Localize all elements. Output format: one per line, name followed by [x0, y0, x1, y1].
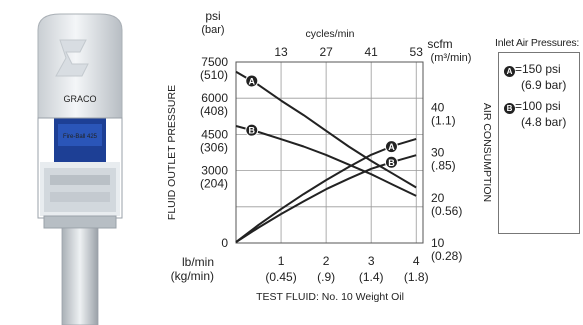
right-tick-alt: (1.1)	[431, 113, 456, 127]
left-tick-alt: (204)	[200, 177, 228, 191]
left-tick-alt: (306)	[200, 140, 228, 154]
legend-title: Inlet Air Pressures:	[495, 37, 580, 49]
x-tick-alt: (.9)	[317, 270, 335, 284]
x-tick-label: 3	[368, 254, 375, 268]
x-tick-alt: (0.45)	[265, 270, 296, 284]
top-tick-label: 27	[319, 45, 333, 59]
left-tick-label: 7500	[201, 55, 228, 69]
x-tick-alt: (1.8)	[404, 270, 429, 284]
curve-marker-label: A	[249, 76, 256, 86]
left-axis-unit-alt: (bar)	[201, 24, 224, 36]
right-tick-label: 20	[431, 191, 445, 205]
curve-marker-label: B	[249, 126, 256, 136]
left-tick-alt: (510)	[200, 68, 228, 82]
left-tick-label: 6000	[201, 91, 228, 105]
curve-marker-label: A	[388, 142, 395, 152]
right-tick-label: 10	[431, 236, 445, 250]
legend-item-a-label: =150 psi	[515, 62, 561, 76]
legend-item-b-label: =100 psi	[515, 99, 561, 113]
right-axis-title: AIR CONSUMPTION	[481, 103, 493, 202]
top-tick-label: 53	[410, 45, 424, 59]
curve-marker-label: B	[388, 158, 395, 168]
pump-tube	[61, 227, 99, 325]
curve-marker-b-icon	[245, 123, 259, 137]
pump-brand-text: GRACO	[63, 94, 96, 104]
left-tick-label: 4500	[201, 127, 228, 141]
right-tick-alt: (0.28)	[431, 249, 462, 263]
right-axis-unit: scfm	[427, 37, 452, 51]
badge-a-icon: A	[504, 66, 515, 77]
curve-marker-a-icon	[245, 74, 259, 88]
top-tick-label: 41	[365, 45, 379, 59]
right-tick-label: 40	[431, 100, 445, 114]
x-tick-label: 1	[278, 254, 285, 268]
x-unit-label-alt: (kg/min)	[171, 269, 214, 283]
legend-item-b: B =100 psi	[504, 100, 561, 114]
plot-frame	[235, 61, 424, 244]
left-tick-alt: (408)	[200, 104, 228, 118]
graco-logo-icon	[55, 39, 89, 77]
series-a-pressure-line	[235, 70, 417, 189]
right-axis-unit-alt: (m³/min)	[431, 52, 472, 64]
left-tick-label: 3000	[201, 164, 228, 178]
right-tick-alt: (0.56)	[431, 204, 462, 218]
series-b-pressure-line	[235, 125, 417, 197]
chart-labels: psi(bar) 0 3000(204) 4500(306) 6000(408) 7500…	[166, 9, 493, 303]
x-tick-alt: (1.4)	[359, 270, 384, 284]
badge-b-icon: B	[504, 103, 515, 114]
left-axis-unit: psi	[205, 9, 220, 23]
x-tick-label: 4	[413, 254, 420, 268]
left-axis-title: FLUID OUTLET PRESSURE	[166, 85, 178, 220]
x-axis-title: TEST FLUID: No. 10 Weight Oil	[256, 291, 404, 303]
x-unit-label: lb/min	[182, 255, 214, 269]
pump-plate-text: Fire-Ball 425	[63, 134, 98, 140]
top-tick-label: 13	[274, 45, 288, 59]
top-axis-title: cycles/min	[305, 28, 354, 40]
legend-box: A =150 psi (6.9 bar) B =100 psi (4.8 bar)	[498, 52, 580, 234]
x-tick-label: 2	[323, 254, 330, 268]
right-tick-alt: (.85)	[431, 159, 456, 173]
right-tick-label: 30	[431, 146, 445, 160]
chart-grid	[236, 62, 423, 243]
left-tick-label: 0	[221, 236, 228, 250]
legend-item-a: A =150 psi	[504, 63, 561, 77]
legend-item-a-sub: (6.9 bar)	[521, 78, 567, 92]
legend-item-b-sub: (4.8 bar)	[521, 115, 567, 129]
curve-marker-b-icon	[384, 155, 398, 169]
curve-marker-a-icon	[384, 140, 398, 154]
